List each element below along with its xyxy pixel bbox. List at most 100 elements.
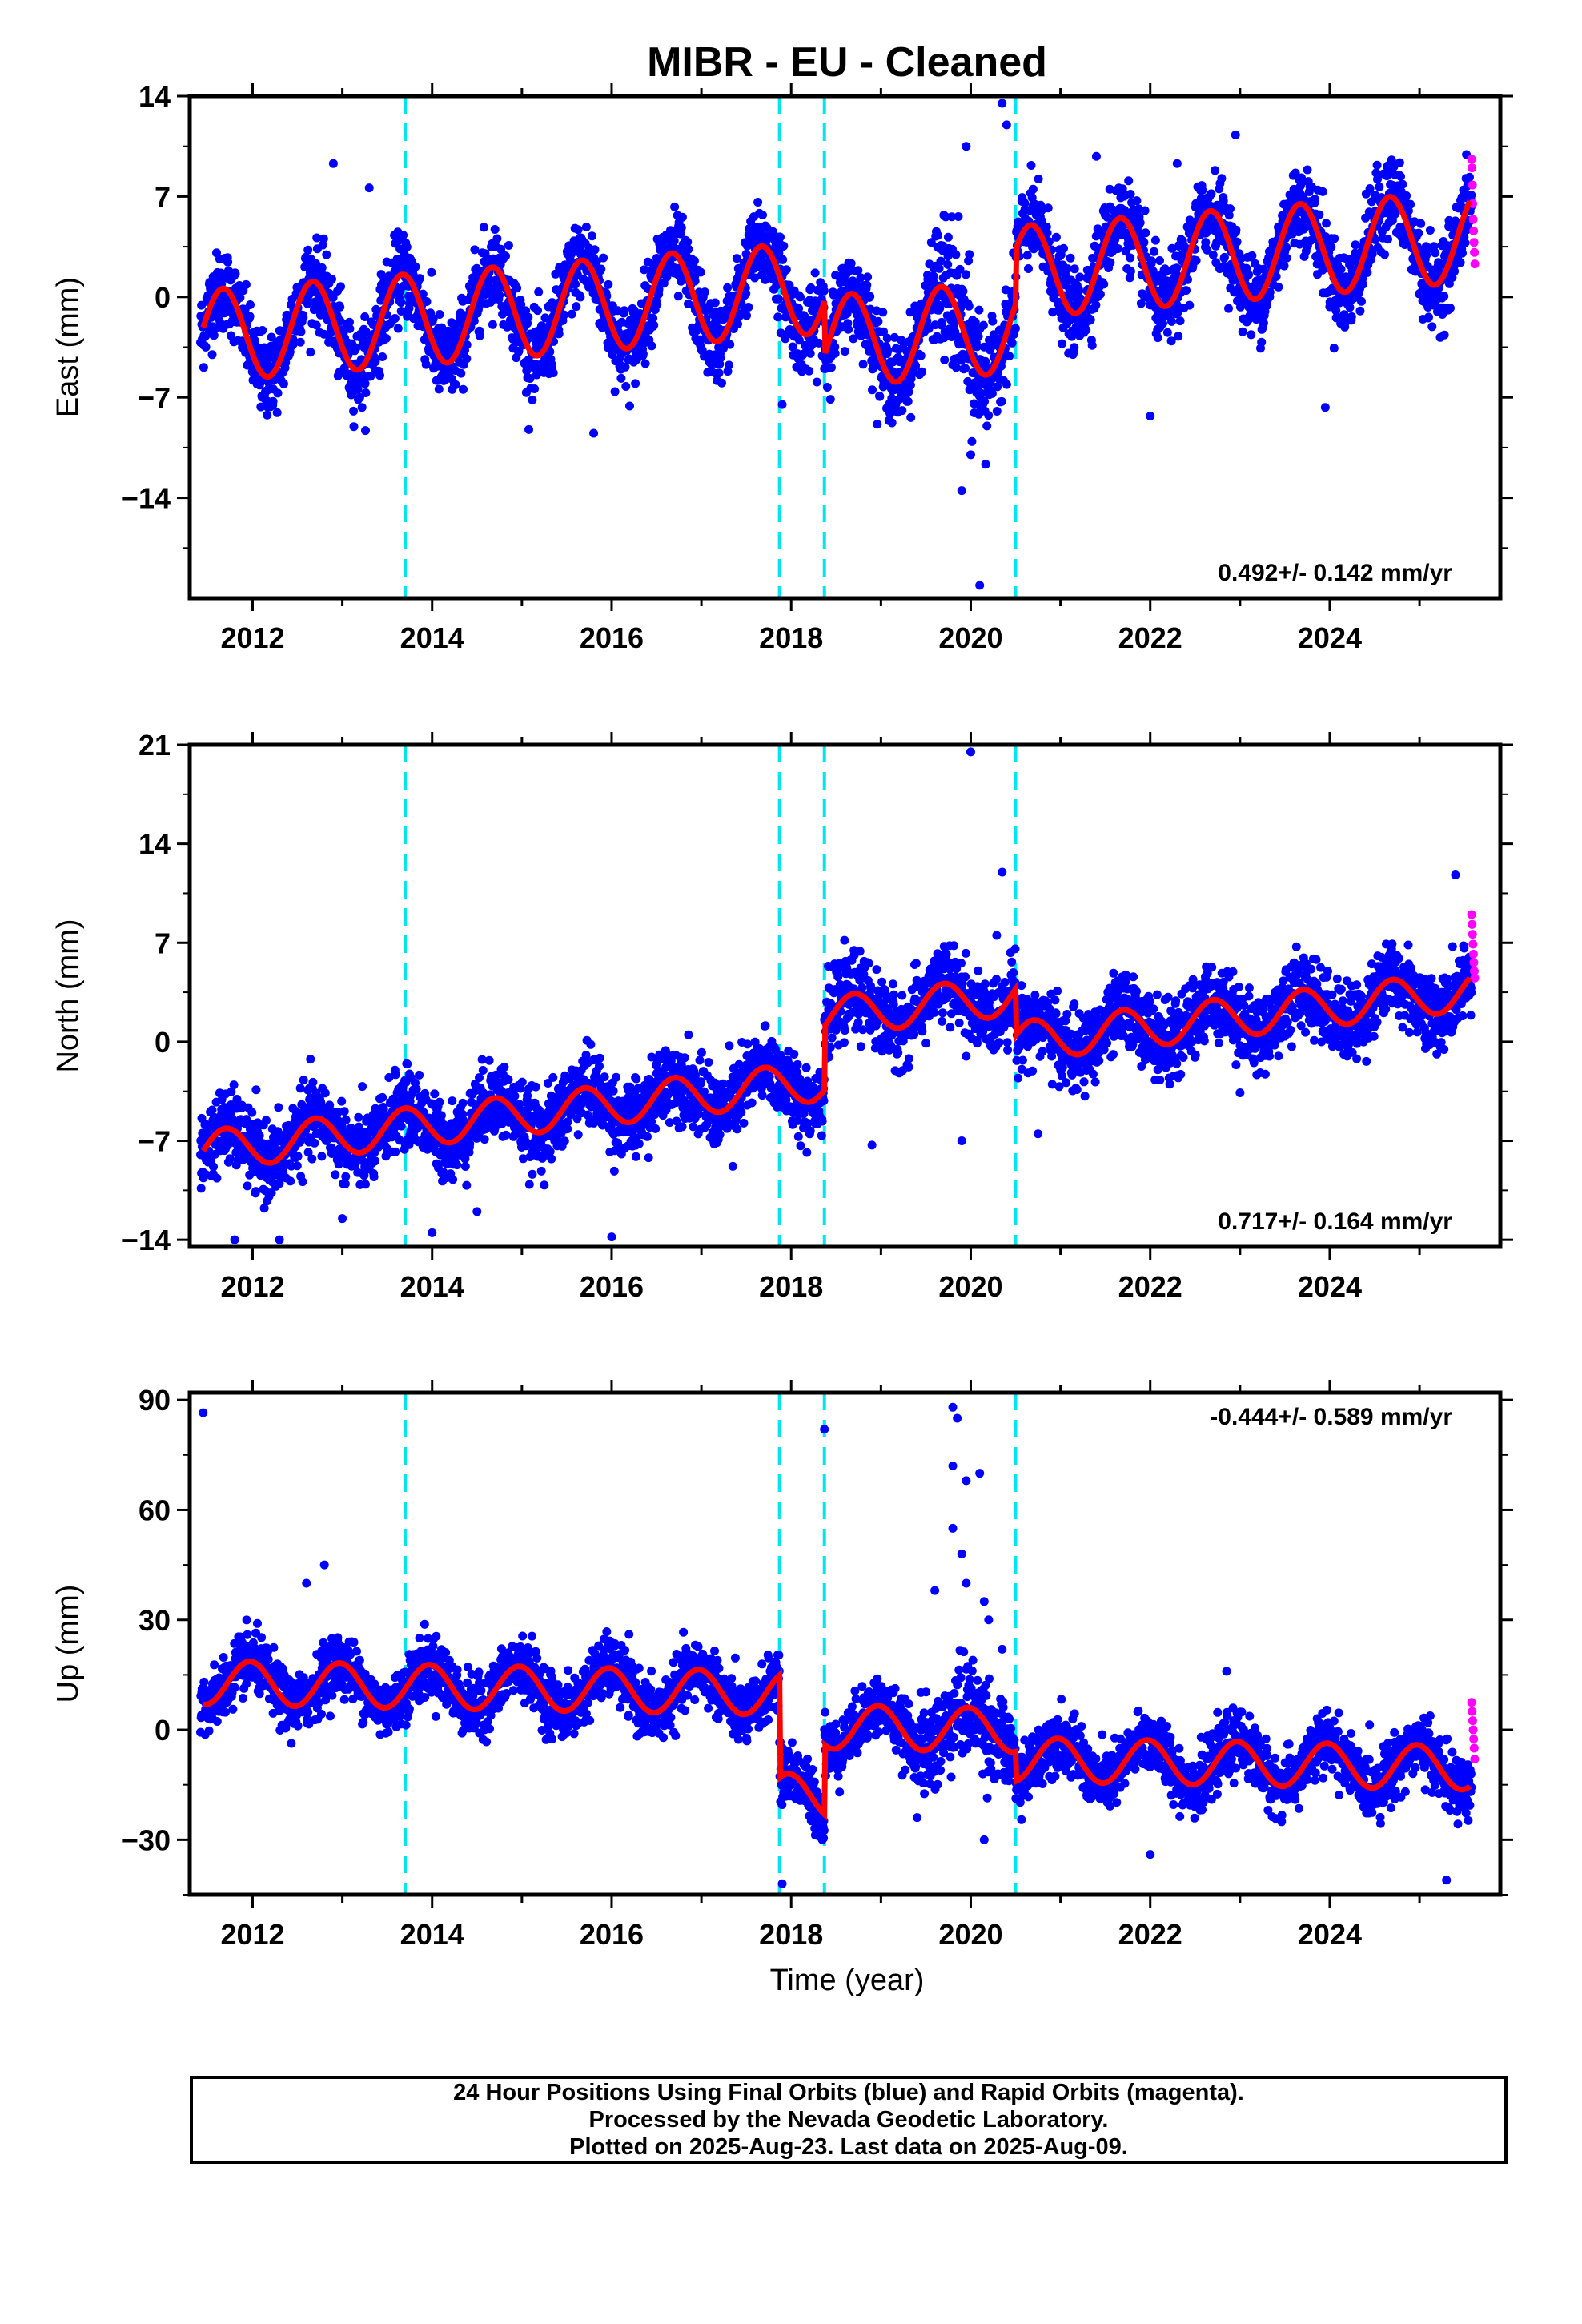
data-point: [879, 327, 889, 336]
data-point: [345, 317, 354, 327]
data-point: [1460, 238, 1470, 247]
data-point: [805, 366, 814, 376]
data-point: [1391, 209, 1400, 219]
data-point: [1058, 339, 1066, 348]
data-point: [805, 348, 815, 358]
data-point: [858, 360, 868, 369]
data-point: [1095, 289, 1105, 299]
data-point: [865, 292, 875, 301]
data-point: [1406, 199, 1415, 209]
x-tick-label: 2018: [759, 621, 823, 654]
data-point: [1318, 187, 1327, 196]
data-point: [883, 346, 893, 356]
data-point: [997, 396, 1006, 406]
data-point: [683, 237, 693, 247]
data-point: [1114, 244, 1123, 253]
data-point: [209, 331, 219, 340]
data-point: [911, 361, 921, 371]
data-point: [844, 324, 853, 334]
data-point: [723, 283, 733, 292]
data-point: [776, 232, 785, 242]
data-point: [1051, 232, 1061, 242]
data-point: [781, 265, 791, 275]
data-point: [987, 374, 997, 384]
data-point: [788, 342, 797, 352]
data-point: [1086, 315, 1095, 324]
data-point: [825, 395, 835, 404]
data-point: [652, 300, 662, 309]
data-point: [504, 241, 513, 250]
data-point: [917, 367, 926, 376]
data-point: [878, 308, 888, 317]
data-point: [733, 320, 742, 328]
data-point: [700, 287, 709, 297]
data-point: [974, 305, 984, 315]
data-point: [1173, 308, 1182, 317]
data-point: [299, 1076, 308, 1085]
data-point: [1124, 176, 1134, 186]
data-point: [371, 357, 380, 367]
data-point: [341, 1115, 351, 1124]
data-point: [335, 302, 345, 312]
data-point: [924, 324, 934, 333]
data-point: [1034, 175, 1043, 183]
data-point: [868, 385, 877, 395]
x-tick-label: 2020: [938, 621, 1002, 654]
data-point: [1125, 273, 1134, 283]
data-point: [940, 355, 950, 364]
data-point: [806, 283, 816, 292]
data-point: [1106, 258, 1115, 267]
data-point: [965, 250, 974, 259]
data-point: [1359, 279, 1367, 289]
data-point: [1327, 243, 1336, 251]
data-point: [1153, 333, 1162, 343]
data-point: [1467, 191, 1476, 200]
data-point: [229, 1080, 239, 1090]
data-point: [1001, 285, 1010, 295]
data-point: [393, 324, 403, 333]
data-point: [640, 359, 650, 368]
east-final-orbit-points: [196, 99, 1480, 590]
data-point: [988, 316, 998, 326]
data-point: [1211, 166, 1220, 175]
y-axis-label: East (mm): [51, 277, 85, 417]
data-point: [1141, 228, 1150, 238]
data-point: [769, 230, 778, 239]
data-point: [292, 1161, 302, 1171]
data-point: [774, 294, 783, 304]
data-point: [1074, 286, 1084, 296]
data-point: [1380, 250, 1389, 259]
data-point: [1329, 344, 1339, 353]
data-point: [475, 331, 484, 340]
data-point: [462, 340, 472, 349]
data-point: [390, 314, 400, 323]
data-point: [1282, 253, 1291, 263]
data-point: [1427, 322, 1437, 332]
y-tick-label: −14: [122, 482, 171, 515]
data-point: [1022, 251, 1032, 260]
data-point: [428, 314, 438, 324]
data-point: [391, 1147, 400, 1156]
data-point: [822, 383, 832, 392]
data-point: [758, 211, 767, 219]
data-point: [1161, 267, 1170, 276]
data-point: [336, 282, 345, 292]
data-point: [421, 360, 431, 369]
data-point: [496, 244, 506, 254]
data-point: [669, 236, 679, 246]
data-point: [889, 332, 899, 342]
data-point: [677, 212, 687, 222]
data-point: [251, 1187, 260, 1196]
data-point: [1183, 275, 1192, 284]
data-point: [875, 392, 885, 401]
data-point: [934, 231, 942, 240]
data-point: [516, 300, 526, 309]
data-point: [231, 269, 240, 279]
data-point: [987, 388, 997, 398]
data-point: [448, 1175, 458, 1184]
data-point: [435, 1097, 444, 1107]
data-point: [1020, 199, 1030, 208]
data-point: [358, 1082, 367, 1092]
data-point: [567, 309, 576, 319]
